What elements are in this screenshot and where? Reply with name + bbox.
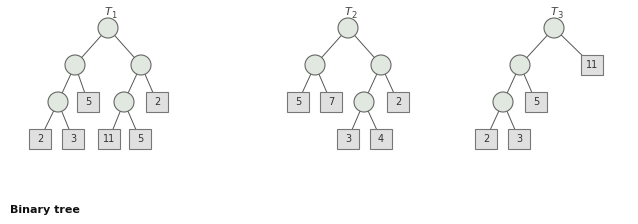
Circle shape (493, 92, 513, 112)
Text: 11: 11 (586, 60, 598, 70)
FancyBboxPatch shape (337, 129, 359, 149)
FancyBboxPatch shape (370, 129, 392, 149)
Text: 5: 5 (137, 134, 143, 144)
Text: 5: 5 (533, 97, 539, 107)
Text: 4: 4 (378, 134, 384, 144)
Circle shape (371, 55, 391, 75)
Circle shape (354, 92, 374, 112)
Text: 2: 2 (352, 11, 357, 21)
Text: T: T (345, 7, 352, 17)
FancyBboxPatch shape (129, 129, 151, 149)
Text: 2: 2 (483, 134, 489, 144)
Text: 2: 2 (395, 97, 401, 107)
FancyBboxPatch shape (62, 129, 84, 149)
FancyBboxPatch shape (77, 92, 99, 112)
Text: 3: 3 (345, 134, 351, 144)
FancyBboxPatch shape (581, 55, 603, 75)
Text: 1: 1 (112, 11, 117, 21)
Circle shape (114, 92, 134, 112)
Text: 5: 5 (295, 97, 301, 107)
FancyBboxPatch shape (508, 129, 530, 149)
Circle shape (65, 55, 85, 75)
Text: 3: 3 (558, 11, 563, 21)
Text: 2: 2 (37, 134, 43, 144)
Circle shape (338, 18, 358, 38)
Circle shape (48, 92, 68, 112)
Circle shape (510, 55, 530, 75)
FancyBboxPatch shape (320, 92, 342, 112)
Circle shape (131, 55, 151, 75)
Text: 2: 2 (154, 97, 160, 107)
Text: T: T (551, 7, 558, 17)
Text: 7: 7 (328, 97, 334, 107)
FancyBboxPatch shape (475, 129, 497, 149)
FancyBboxPatch shape (146, 92, 168, 112)
FancyBboxPatch shape (287, 92, 309, 112)
FancyBboxPatch shape (387, 92, 409, 112)
FancyBboxPatch shape (98, 129, 120, 149)
Text: 3: 3 (70, 134, 76, 144)
FancyBboxPatch shape (525, 92, 547, 112)
Text: 3: 3 (516, 134, 522, 144)
Circle shape (544, 18, 564, 38)
FancyBboxPatch shape (29, 129, 51, 149)
Text: Binary tree: Binary tree (10, 205, 80, 215)
Circle shape (305, 55, 325, 75)
Circle shape (98, 18, 118, 38)
Text: T: T (105, 7, 112, 17)
Text: 5: 5 (85, 97, 91, 107)
Text: 11: 11 (103, 134, 115, 144)
